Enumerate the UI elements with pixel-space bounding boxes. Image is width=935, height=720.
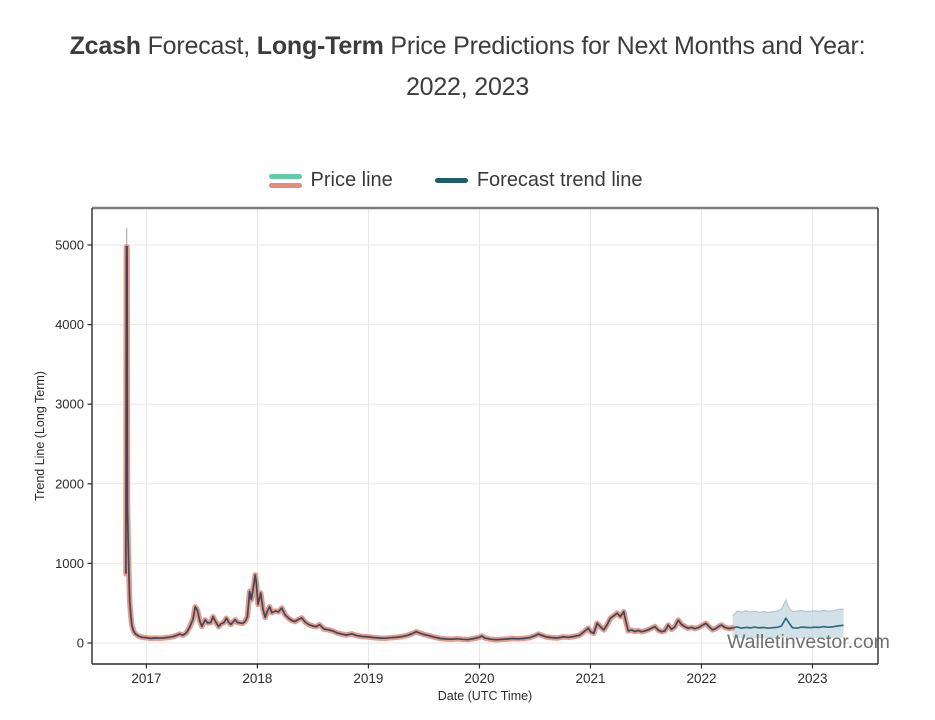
x-tick-label: 2023 [797,671,827,686]
title-term: Long-Term [256,32,384,60]
price-line-core [125,245,733,641]
price-line-halo [123,243,736,643]
x-tick-label: 2022 [686,671,716,686]
x-tick-label: 2017 [131,671,161,686]
page-title-line-1: Zcash Forecast, Long-Term Price Predicti… [0,26,935,67]
legend-item-forecast-trend-line: Forecast trend line [434,169,643,192]
page-title: Zcash Forecast, Long-Term Price Predicti… [0,26,935,108]
chart-legend: Price line Forecast trend line [0,169,923,192]
y-tick-label: 4000 [55,317,84,332]
forecast-range-band [732,599,844,639]
x-tick-label: 2018 [242,671,272,686]
legend-item-price-line: Price line [268,169,393,192]
y-axis-label: Trend Line (Long Term) [33,371,47,501]
y-tick-label: 1000 [55,556,84,571]
legend-label-forecast-trend-line: Forecast trend line [476,169,643,191]
plot-frame [91,206,879,665]
x-tick-label: 2019 [353,671,383,686]
forecast-trend-line [732,617,844,630]
legend-label-price-line: Price line [310,169,393,191]
y-axis: 0 1000 2000 3000 4000 5000 Trend Line (Long Te… [33,238,92,650]
x-axis-label: Date (UTC Time) [438,689,532,703]
title-text: Forecast, [140,32,257,60]
forecast-trend-line-swatch-icon [434,178,468,183]
y-tick-label: 3000 [55,397,84,412]
page-title-line-2: 2022, 2023 [405,73,530,101]
gridlines [92,208,878,664]
x-tick-label: 2021 [575,671,605,686]
y-tick-label: 2000 [55,476,84,491]
forecast-range-band-upper-edge [732,598,844,617]
title-coin-name: Zcash [69,32,141,60]
x-tick-label: 2020 [464,671,494,686]
x-axis: 2017 2018 2019 2020 2021 2022 2023 Date (UTC Ti… [131,664,828,703]
y-tick-label: 0 [77,635,84,650]
watermark: Walletinvestor.com [727,631,890,653]
y-tick-label: 5000 [55,238,84,253]
price-line-swatch-icon [268,173,302,188]
title-text-2: Price Predictions for Next Months and Ye… [383,32,866,60]
